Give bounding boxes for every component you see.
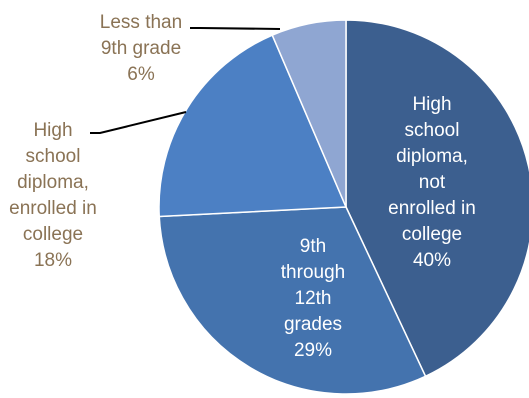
slice-label-line: Less than [100,12,182,33]
slice-label-line: diploma, [396,146,468,167]
leader-line-high-school-diploma-enrolled-in-college [90,111,187,134]
leader-lines [90,27,281,134]
slice-label-line: school [405,120,460,141]
slice-percent-label: 6% [127,64,155,85]
slice-label-line: grades [284,314,342,335]
slice-label-line: college [23,224,83,245]
slice-labels: High school diploma, not enrolled in college 4… [9,12,476,361]
slice-label-9th-through-12th-grades: 9th through 12th grades 29% [281,236,345,361]
slice-label-line: 9th grade [101,38,181,59]
pie-slice-high-school-diploma-not-enrolled-in-college [345,19,529,378]
slice-label-line: enrolled in [388,198,476,219]
leader-line-less-than-9th-grade [190,27,281,30]
slice-label-line: diploma, [17,172,89,193]
slice-label-line: not [419,172,446,193]
slice-label-less-than-9th-grade: Less than 9th grade 6% [100,12,182,85]
slice-label-line: 9th [300,236,326,257]
slice-percent-label: 40% [413,250,451,271]
slice-label-line: High [33,120,72,141]
pie-slice-high-school-diploma-enrolled-in-college [158,34,348,218]
slice-label-line: college [402,224,462,245]
slice-percent-label: 29% [294,340,332,361]
pie-slice-less-than-9th-grade [271,19,347,208]
pie-slice-9th-through-12th-grades [158,206,427,395]
slice-label-line: through [281,262,345,283]
slice-label-high-school-diploma-enrolled-in-college: High school diploma, enrolled in college 18% [9,120,97,271]
slice-label-line: school [26,146,81,167]
slice-label-high-school-diploma-not-enrolled-in-college: High school diploma, not enrolled in college 4… [388,94,476,271]
slice-label-line: enrolled in [9,198,97,219]
slice-label-line: High [412,94,451,115]
slice-label-line: 12th [295,288,332,309]
slice-percent-label: 18% [34,250,72,271]
pie-slices [158,19,529,395]
